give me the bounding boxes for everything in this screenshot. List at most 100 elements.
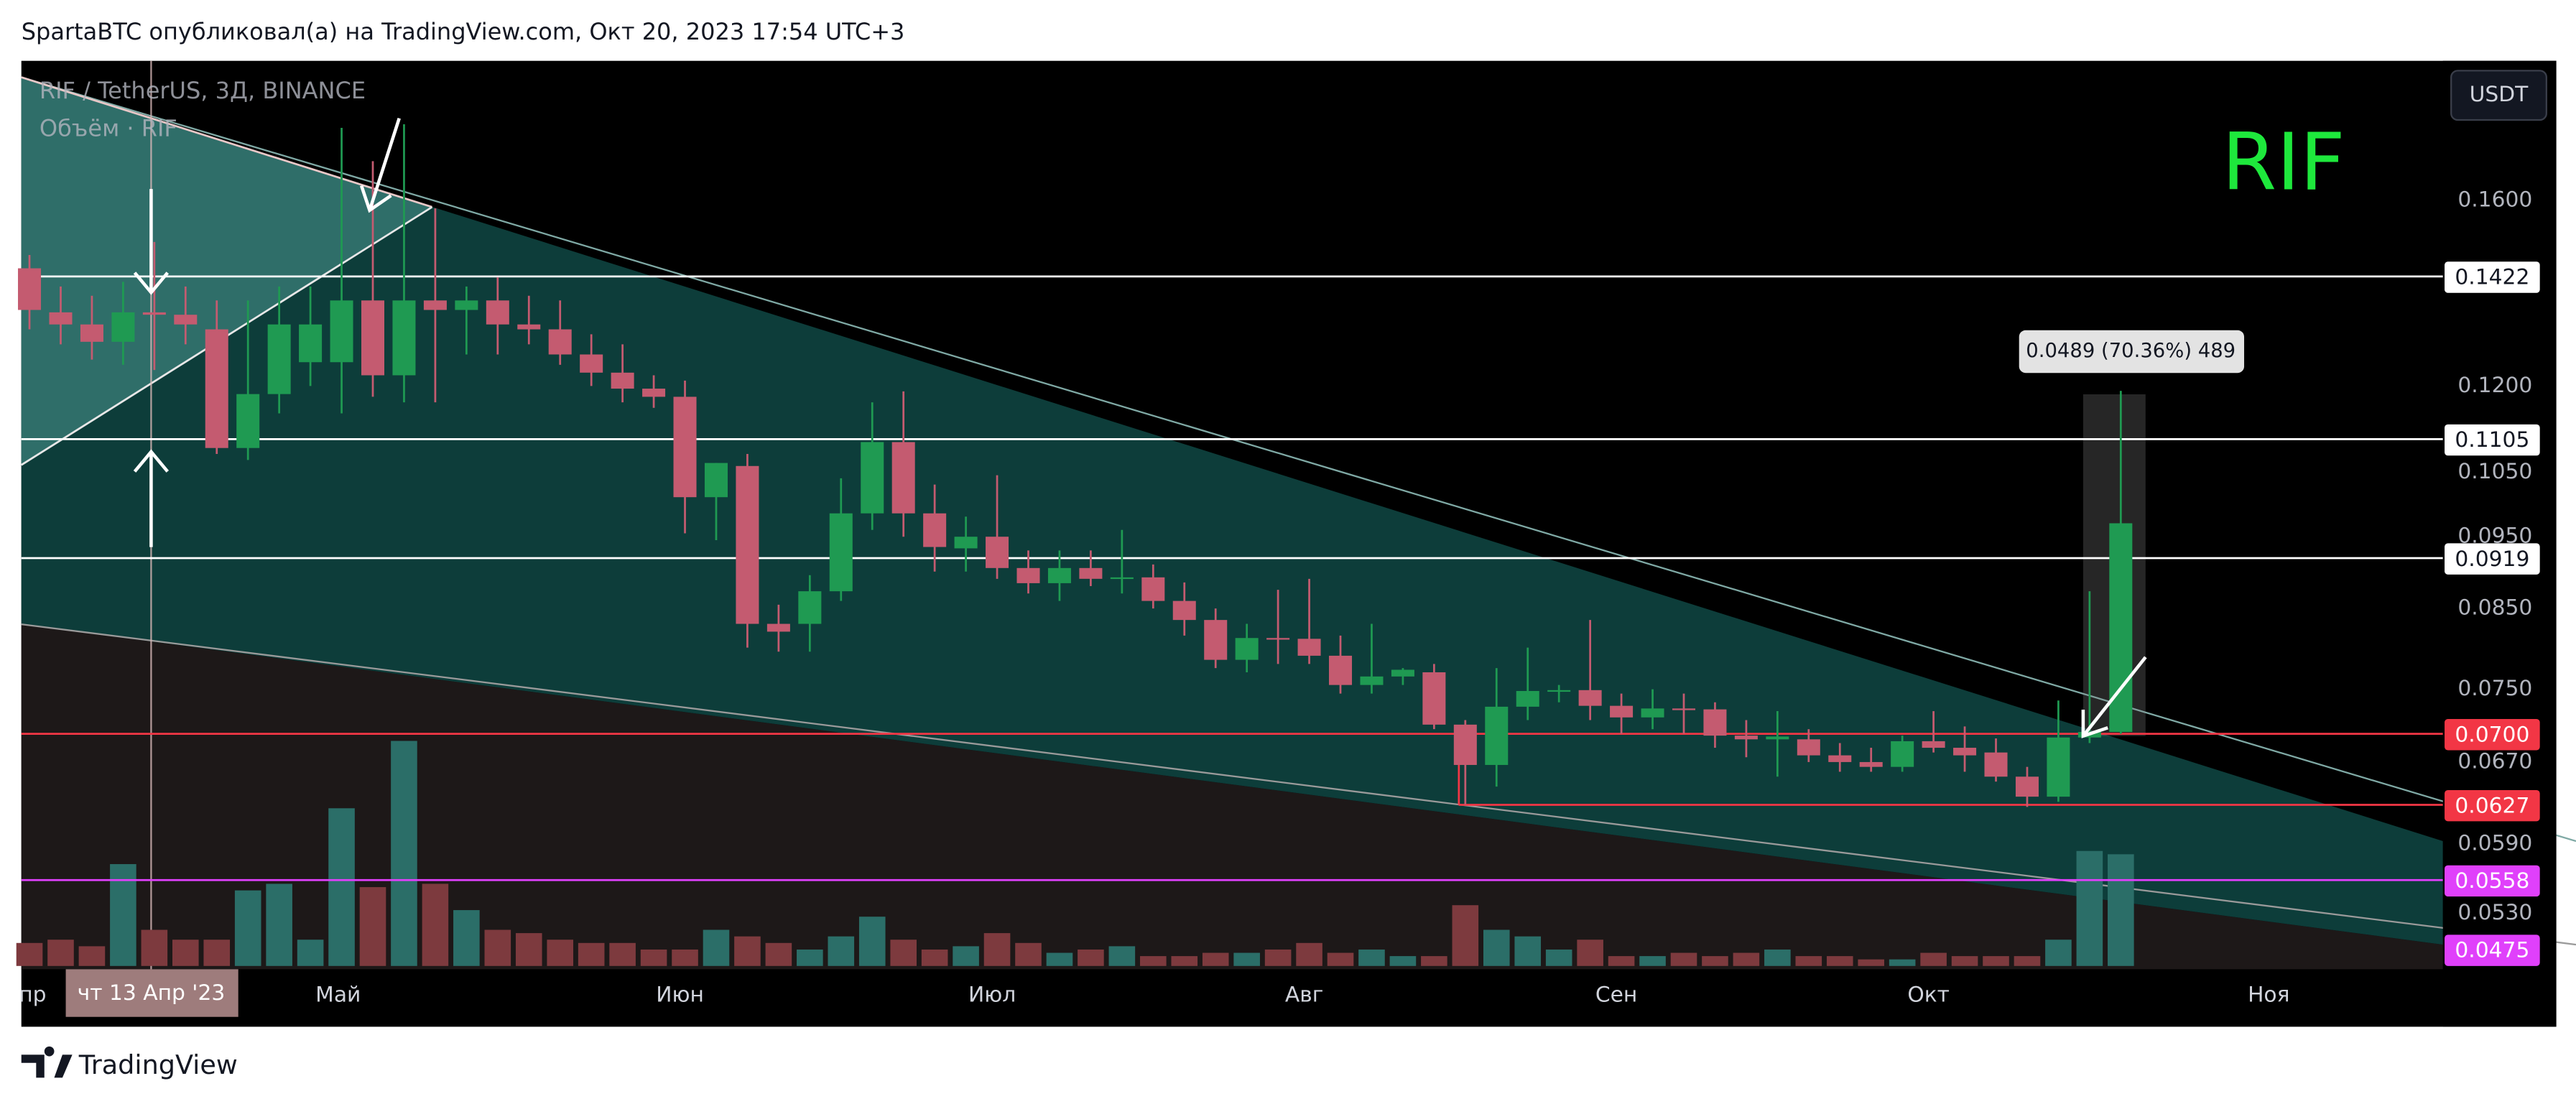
candle-body: [1453, 724, 1477, 765]
volume-bar: [1577, 940, 1603, 966]
level-label: 0.0919: [2455, 547, 2529, 572]
candle-body: [829, 513, 853, 592]
volume-layer: [16, 741, 2134, 966]
candle-body: [1672, 708, 1696, 710]
crosshair-label-bg: [65, 969, 238, 1017]
volume-bar: [1889, 959, 1916, 966]
candle-body: [18, 268, 42, 310]
candle-body: [1797, 739, 1820, 756]
candle-body: [1703, 709, 1727, 736]
volume-bar: [640, 949, 667, 966]
volume-bar: [828, 936, 855, 966]
candle-body: [1110, 577, 1134, 580]
volume-bar: [78, 946, 106, 966]
volume-bar: [2045, 940, 2072, 966]
x-tick-label: Ноя: [2248, 982, 2289, 1007]
candle-body: [111, 312, 135, 342]
candle-body: [299, 324, 323, 363]
x-tick-label: Авг: [1285, 982, 1323, 1007]
level-label: 0.0558: [2455, 868, 2529, 894]
x-tick-label: Июл: [968, 982, 1016, 1007]
level-label: 0.1105: [2455, 427, 2529, 453]
level-label-bg: [2445, 865, 2540, 897]
volume-bar: [2076, 850, 2103, 966]
candle-body: [1953, 748, 1977, 756]
candle-body: [580, 354, 603, 373]
candle-body: [1891, 741, 1914, 767]
triangle-upper: [21, 76, 432, 208]
candle-body: [49, 312, 73, 325]
volume-bar: [1733, 952, 1760, 966]
volume-bar: [110, 864, 136, 966]
volume-bar: [1108, 946, 1136, 966]
volume-bar: [1078, 949, 1104, 966]
candle-body: [1172, 600, 1196, 621]
volume-bar: [172, 940, 199, 966]
candle-body: [423, 300, 447, 310]
y-tick-label: 0.0590: [2457, 831, 2532, 856]
candle-body: [1391, 669, 1414, 677]
candle-body: [267, 324, 291, 394]
volume-bar: [1545, 949, 1572, 966]
volume-bar: [1764, 949, 1791, 966]
candle-body: [1329, 655, 1353, 685]
volume-bar: [1202, 952, 1229, 966]
measure-label: 0.0489 (70.36%) 489: [2026, 340, 2236, 362]
level-label: 0.1422: [2455, 265, 2529, 290]
brand-name: TradingView: [78, 1049, 238, 1080]
x-tick-label: пр: [19, 982, 46, 1007]
volume-bar: [734, 936, 761, 966]
candle-body: [1610, 705, 1634, 718]
volume-bar: [1608, 956, 1635, 966]
candle-body: [736, 465, 759, 624]
chart-area: 0.16000.12000.10500.09500.08500.07500.06…: [16, 60, 2576, 1027]
volume-bar: [890, 940, 917, 966]
candle-body: [766, 623, 790, 632]
currency-button[interactable]: [2450, 70, 2547, 121]
candle-body: [1266, 638, 1290, 640]
volume-bar: [359, 887, 386, 966]
volume-bar: [297, 940, 324, 966]
candle-body: [1360, 676, 1384, 685]
volume-bar: [1389, 956, 1417, 966]
volume-bar: [2108, 854, 2134, 966]
candle-body: [1204, 620, 1228, 660]
crosshair-label: чт 13 Апр '23: [78, 980, 226, 1006]
candle-body: [548, 329, 572, 355]
candle-body: [1079, 567, 1103, 579]
volume-bar: [1327, 952, 1354, 966]
volume-bar: [1264, 949, 1292, 966]
candle-body: [1859, 761, 1883, 767]
volume-bar: [547, 940, 574, 966]
volume-bar: [765, 942, 792, 966]
candle-body: [1297, 639, 1321, 656]
brand-logo: [21, 1046, 73, 1078]
volume-title: Объём · RIF: [40, 115, 177, 142]
candle-body: [80, 324, 103, 342]
volume-bar: [1826, 956, 1853, 966]
x-tick-label: Май: [315, 982, 361, 1007]
arrow-top: [359, 118, 401, 213]
volume-bar: [328, 808, 355, 966]
publish-header: SpartaBTC опубликовал(а) на TradingView.…: [22, 18, 905, 45]
volume-bar: [1795, 956, 1822, 966]
volume-bar: [1670, 952, 1697, 966]
volume-bar: [1639, 956, 1666, 966]
candle-body: [1984, 752, 2008, 777]
candle-body: [2015, 776, 2039, 797]
volume-bar: [203, 940, 231, 966]
volume-bar: [1514, 936, 1542, 966]
volume-bar: [1140, 956, 1167, 966]
volume-bar: [1858, 959, 1885, 966]
channel-fill: [21, 77, 2443, 945]
volume-bar: [391, 741, 417, 966]
volume-bar: [1983, 956, 2009, 966]
currency-label[interactable]: USDT: [2470, 82, 2529, 107]
volume-bar: [2014, 956, 2041, 966]
candle-body: [1641, 708, 1664, 718]
level-label: 0.0700: [2455, 722, 2529, 747]
volume-bar: [1171, 956, 1198, 966]
volume-bar: [266, 883, 292, 966]
